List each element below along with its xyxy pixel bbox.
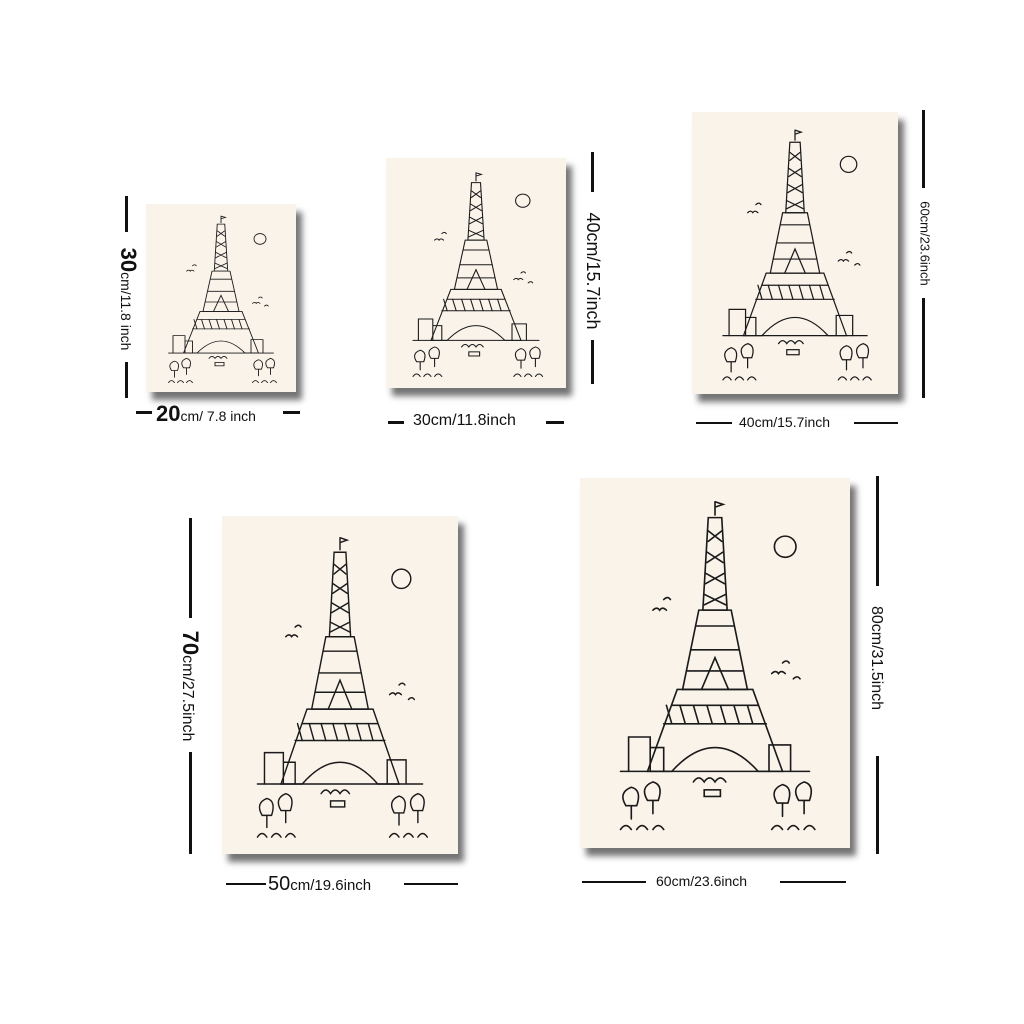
height-label-20x30: 30cm/11.8 inch — [116, 229, 141, 369]
eiffel-tower-sketch — [619, 500, 816, 831]
width-label-40cm: 40cm/15.7inch — [739, 414, 831, 430]
width-number: 50 — [268, 873, 291, 895]
height-number: 30 — [116, 247, 141, 273]
print-20x30 — [146, 204, 296, 392]
height-line-bottom — [876, 756, 879, 854]
height-line-top — [189, 518, 192, 618]
width-line-right — [283, 411, 300, 414]
width-label-50x70: 50cm/19.6inch — [268, 874, 371, 894]
width-label-30x40: 30cm/11.8inch — [413, 412, 516, 429]
height-label-50x70: 70cm/27.5inch — [178, 611, 203, 761]
width-line-left — [388, 421, 404, 424]
print-60x80 — [580, 478, 850, 848]
width-label-20x30: 20cm/ 7.8 inch — [156, 403, 256, 425]
print-50x70 — [222, 516, 458, 854]
height-line-top — [922, 110, 925, 188]
print-40x60 — [692, 112, 898, 394]
eiffel-tower-sketch — [168, 215, 277, 384]
height-number: 70 — [178, 630, 203, 656]
height-line-top — [876, 476, 879, 586]
width-label-60x80: 60cm/23.6inch — [656, 873, 748, 889]
height-line-bottom — [125, 362, 128, 398]
height-label-30x40: 40cm/15.7inch — [583, 212, 603, 330]
height-unit: cm/27.5inch — [179, 655, 196, 742]
width-line-right — [546, 421, 564, 424]
width-line-left — [582, 881, 646, 883]
width-line-left — [226, 883, 266, 885]
eiffel-tower-sketch — [256, 537, 429, 838]
width-line-left — [136, 411, 152, 414]
height-line-top — [125, 196, 128, 232]
height-line-bottom — [922, 298, 925, 398]
width-number: 20 — [156, 401, 181, 426]
print-30x40 — [386, 158, 566, 388]
height-line-top — [591, 152, 594, 192]
height-label-60x80: 80cm/31.5inch — [868, 605, 885, 711]
width-unit: cm/ 7.8 inch — [180, 408, 256, 424]
eiffel-tower-sketch — [722, 129, 872, 381]
height-unit: cm/11.8 inch — [118, 272, 134, 351]
height-label-60cm: 60cm/23.6inch — [917, 201, 933, 286]
width-line-left — [696, 422, 732, 424]
width-unit: cm/19.6inch — [290, 877, 372, 894]
width-line-right — [780, 881, 846, 883]
width-line-right — [404, 883, 458, 885]
width-line-right — [854, 422, 898, 424]
height-line-bottom — [591, 340, 594, 384]
height-line-bottom — [189, 752, 192, 854]
eiffel-tower-sketch — [412, 172, 544, 377]
